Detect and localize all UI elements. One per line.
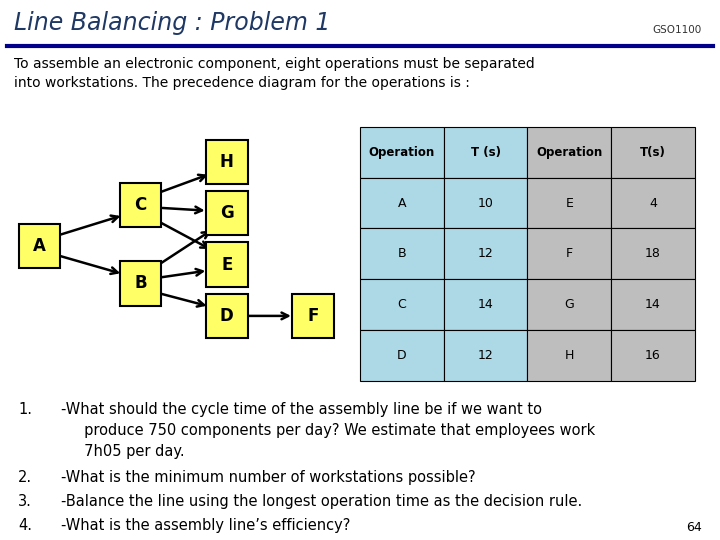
Bar bbox=[444, 330, 527, 381]
Text: 14: 14 bbox=[477, 298, 493, 311]
Text: Operation: Operation bbox=[536, 146, 603, 159]
Text: E: E bbox=[565, 197, 573, 210]
Text: -What is the assembly line’s efficiency?: -What is the assembly line’s efficiency? bbox=[61, 518, 351, 534]
Text: Line Balancing : Problem 1: Line Balancing : Problem 1 bbox=[14, 11, 330, 35]
Bar bbox=[527, 330, 611, 381]
Text: D: D bbox=[220, 307, 234, 325]
Text: A: A bbox=[33, 237, 46, 255]
Text: 64: 64 bbox=[686, 521, 702, 534]
Text: 1.: 1. bbox=[18, 402, 32, 417]
Bar bbox=[527, 178, 611, 228]
Bar bbox=[360, 228, 444, 279]
Text: 12: 12 bbox=[477, 247, 493, 260]
Bar bbox=[611, 228, 695, 279]
Bar bbox=[360, 279, 444, 330]
Bar bbox=[360, 178, 444, 228]
Bar bbox=[444, 127, 527, 178]
Text: F: F bbox=[566, 247, 573, 260]
Text: 4.: 4. bbox=[18, 518, 32, 534]
Text: H: H bbox=[220, 153, 234, 171]
Bar bbox=[611, 330, 695, 381]
Text: G: G bbox=[220, 204, 234, 222]
FancyBboxPatch shape bbox=[292, 294, 334, 338]
Text: 2.: 2. bbox=[18, 470, 32, 485]
Text: E: E bbox=[221, 255, 233, 274]
Text: F: F bbox=[307, 307, 319, 325]
Text: -Balance the line using the longest operation time as the decision rule.: -Balance the line using the longest oper… bbox=[61, 494, 582, 509]
Bar bbox=[360, 330, 444, 381]
Bar bbox=[360, 127, 444, 178]
FancyBboxPatch shape bbox=[206, 242, 248, 287]
Bar bbox=[527, 228, 611, 279]
Text: B: B bbox=[134, 274, 147, 293]
Text: 16: 16 bbox=[645, 349, 661, 362]
Bar bbox=[527, 279, 611, 330]
Text: -What is the minimum number of workstations possible?: -What is the minimum number of workstati… bbox=[61, 470, 476, 485]
Text: 12: 12 bbox=[477, 349, 493, 362]
Text: H: H bbox=[564, 349, 574, 362]
FancyBboxPatch shape bbox=[206, 294, 248, 338]
FancyBboxPatch shape bbox=[19, 224, 60, 268]
Bar bbox=[611, 178, 695, 228]
Bar bbox=[444, 279, 527, 330]
FancyBboxPatch shape bbox=[120, 261, 161, 306]
Bar bbox=[611, 127, 695, 178]
Text: D: D bbox=[397, 349, 407, 362]
Text: G: G bbox=[564, 298, 574, 311]
Text: Operation: Operation bbox=[369, 146, 435, 159]
Text: GSO1100: GSO1100 bbox=[653, 25, 702, 35]
Text: T(s): T(s) bbox=[640, 146, 666, 159]
FancyBboxPatch shape bbox=[206, 140, 248, 184]
Text: 10: 10 bbox=[477, 197, 493, 210]
FancyBboxPatch shape bbox=[120, 183, 161, 227]
Text: 3.: 3. bbox=[18, 494, 32, 509]
Text: A: A bbox=[397, 197, 406, 210]
Text: 4: 4 bbox=[649, 197, 657, 210]
Bar bbox=[527, 127, 611, 178]
Text: C: C bbox=[397, 298, 406, 311]
Text: B: B bbox=[397, 247, 406, 260]
Text: To assemble an electronic component, eight operations must be separated
into wor: To assemble an electronic component, eig… bbox=[14, 57, 535, 90]
Text: 14: 14 bbox=[645, 298, 661, 311]
FancyBboxPatch shape bbox=[206, 191, 248, 235]
Text: C: C bbox=[134, 196, 147, 214]
Text: 18: 18 bbox=[645, 247, 661, 260]
Bar bbox=[611, 279, 695, 330]
Text: T (s): T (s) bbox=[471, 146, 500, 159]
Bar bbox=[444, 178, 527, 228]
Bar bbox=[444, 228, 527, 279]
Text: -What should the cycle time of the assembly line be if we want to
     produce 7: -What should the cycle time of the assem… bbox=[61, 402, 595, 460]
